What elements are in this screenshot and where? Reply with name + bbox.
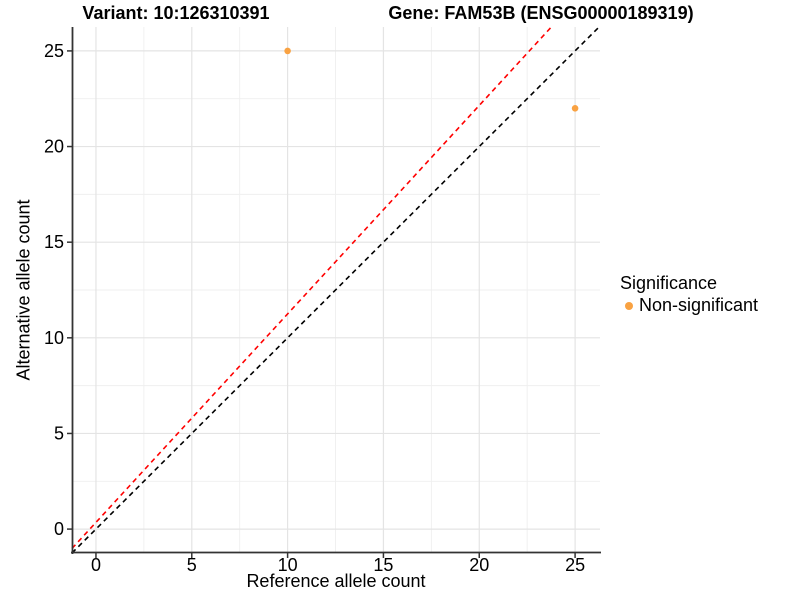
legend-title: Significance — [620, 273, 718, 293]
y-tick-label: 25 — [44, 41, 64, 61]
y-tick-label: 20 — [44, 137, 64, 157]
variant-title: Variant: 10:126310391 — [82, 3, 270, 23]
point-swatch-icon — [625, 301, 633, 310]
y-tick-label: 15 — [44, 232, 64, 252]
data-point — [571, 104, 579, 112]
x-tick-label: 5 — [187, 555, 197, 575]
x-tick-label: 25 — [565, 555, 585, 575]
legend-item-non-significant: Non-significant — [620, 295, 758, 316]
data-point — [284, 47, 291, 55]
x-axis-title: Reference allele count — [246, 571, 426, 591]
identity-line — [71, 26, 600, 554]
y-tick-label: 5 — [54, 423, 64, 443]
y-tick-label: 10 — [44, 328, 64, 348]
x-tick-label: 10 — [278, 555, 298, 575]
legend: Significance Non-significant — [620, 273, 758, 316]
expected-line — [71, 26, 552, 549]
x-tick-label: 0 — [91, 555, 101, 575]
y-tick-label: 0 — [54, 519, 64, 539]
x-tick-label: 20 — [469, 555, 489, 575]
legend-item-label: Non-significant — [639, 295, 759, 315]
x-tick-label: 15 — [373, 555, 393, 575]
gene-title: Gene: FAM53B (ENSG00000189319) — [388, 3, 694, 23]
y-axis-title: Alternative allele count — [13, 199, 34, 381]
